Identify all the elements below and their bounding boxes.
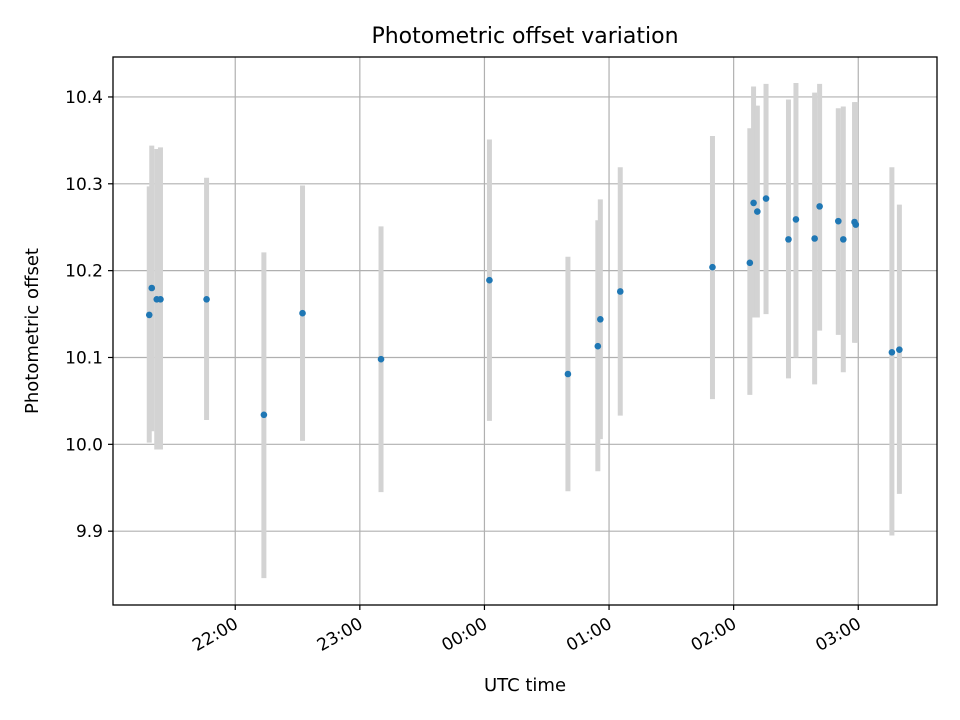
x-tick-label: 03:00	[812, 614, 864, 656]
x-tick-label: 00:00	[439, 614, 491, 656]
data-point	[594, 342, 602, 350]
data-point	[750, 199, 757, 207]
data-point	[811, 235, 818, 242]
data-point	[888, 348, 896, 356]
data-point	[746, 259, 754, 267]
data-point	[299, 309, 306, 317]
data-point	[785, 236, 792, 243]
data-point	[157, 296, 164, 303]
data-point	[896, 346, 903, 353]
y-axis-label: Photometric offset	[22, 248, 43, 414]
data-points	[145, 195, 903, 419]
data-point	[260, 411, 268, 419]
y-tick-label: 10.4	[65, 88, 103, 108]
y-tick-label: 10.3	[65, 175, 103, 195]
y-tick-label: 10.0	[65, 435, 103, 455]
data-point	[203, 296, 210, 303]
data-point	[852, 221, 860, 228]
data-point	[816, 203, 823, 210]
data-point	[709, 263, 716, 271]
x-tick-label: 22:00	[189, 614, 241, 656]
data-point	[564, 370, 572, 378]
y-tick-label: 10.2	[65, 262, 103, 282]
error-bars	[146, 83, 902, 579]
y-tick-label: 10.1	[65, 348, 103, 368]
data-point	[486, 276, 493, 284]
x-tick-label: 02:00	[688, 614, 740, 656]
data-point	[597, 315, 604, 323]
y-tick-label: 9.9	[76, 522, 103, 542]
data-point	[792, 216, 800, 223]
x-tick-label: 01:00	[563, 614, 615, 656]
data-point	[839, 236, 847, 243]
data-point	[145, 311, 153, 319]
data-point	[754, 208, 761, 215]
data-point	[148, 284, 156, 292]
chart-title: Photometric offset variation	[371, 24, 678, 49]
y-axis-ticks: 9.9 10.0 10.1 10.2 10.3 10.4	[65, 88, 113, 542]
data-point	[835, 217, 842, 225]
data-point	[616, 288, 624, 295]
data-point	[762, 195, 770, 202]
x-axis-ticks: 22:00 23:00 00:00 01:00 02:00 03:00	[189, 605, 865, 656]
data-point	[377, 355, 385, 363]
plot-frame	[112, 56, 938, 606]
x-axis-label: UTC time	[484, 675, 566, 696]
x-tick-label: 23:00	[314, 614, 366, 656]
